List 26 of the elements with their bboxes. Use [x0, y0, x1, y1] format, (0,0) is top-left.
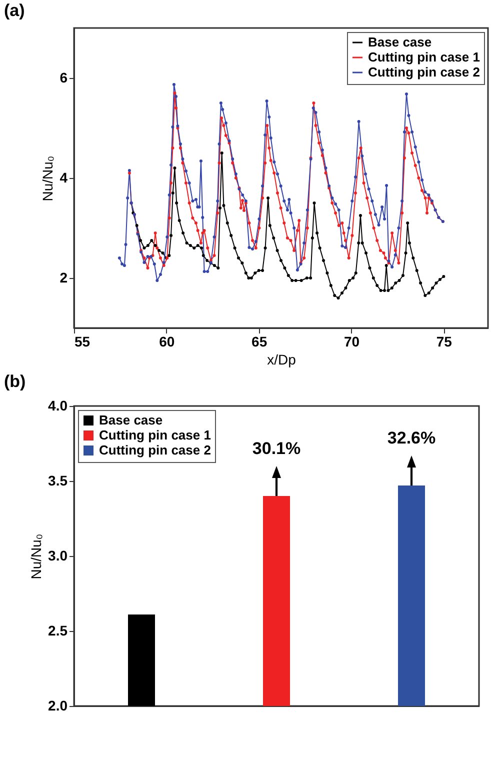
legend-label: Base case [99, 412, 163, 428]
x-tick-label: 75 [436, 334, 452, 350]
y-axis-title: Nu/Nu₀ [28, 534, 44, 580]
annotation: 30.1% [252, 439, 301, 458]
y-tick-label: 2 [60, 270, 68, 286]
legend-label: Cutting pin case 1 [99, 428, 211, 442]
y-tick-label: 3.5 [48, 472, 68, 488]
chart-title: (a) [4, 1, 25, 20]
legend-label: Cutting pin case 2 [99, 442, 211, 458]
x-tick-label: 60 [159, 334, 175, 350]
y-tick-label: 6 [60, 70, 68, 86]
x-tick-label: 70 [344, 334, 360, 350]
chart-title: (b) [4, 372, 26, 391]
x-tick-label: 65 [252, 334, 268, 350]
x-tick-label: 55 [74, 334, 90, 350]
y-tick-label: 3.0 [48, 548, 68, 564]
x-axis-title: x/Dp [267, 352, 296, 368]
legend-label: Base case [368, 34, 432, 50]
annotation: 32.6% [387, 428, 436, 448]
y-tick-label: 4.0 [48, 398, 68, 414]
y-tick-label: 4 [60, 170, 68, 186]
y-axis-title: Nu/Nu₀ [40, 156, 56, 202]
y-tick-label: 2.0 [48, 698, 68, 714]
y-tick-label: 2.5 [48, 622, 68, 638]
legend-label: Cutting pin case 2 [368, 64, 480, 80]
legend-label: Cutting pin case 1 [368, 50, 480, 64]
